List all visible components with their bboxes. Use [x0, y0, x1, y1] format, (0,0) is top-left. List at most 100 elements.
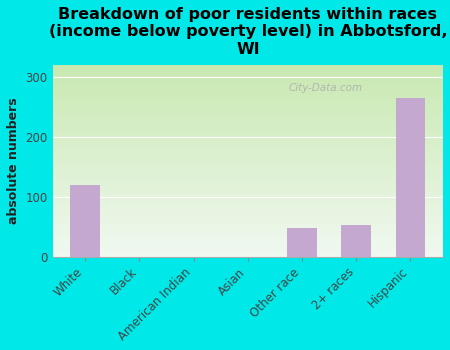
- Bar: [53, 164, 443, 166]
- Bar: [53, 174, 443, 175]
- Bar: [53, 191, 443, 193]
- Bar: [53, 248, 443, 249]
- Bar: [53, 139, 443, 140]
- Bar: [53, 199, 443, 200]
- Bar: [53, 114, 443, 115]
- Bar: [53, 168, 443, 169]
- Bar: [53, 144, 443, 145]
- Bar: [53, 184, 443, 185]
- Bar: [53, 182, 443, 183]
- Bar: [53, 154, 443, 155]
- Bar: [53, 230, 443, 231]
- Bar: [53, 74, 443, 75]
- Bar: [53, 102, 443, 103]
- Bar: [53, 221, 443, 222]
- Bar: [53, 148, 443, 149]
- Bar: [53, 249, 443, 250]
- Bar: [53, 94, 443, 96]
- Bar: [53, 140, 443, 141]
- Bar: [53, 145, 443, 146]
- Bar: [53, 216, 443, 217]
- Bar: [53, 238, 443, 239]
- Bar: [53, 119, 443, 120]
- Bar: [53, 234, 443, 236]
- Bar: [53, 240, 443, 241]
- Bar: [53, 237, 443, 238]
- Bar: [53, 84, 443, 85]
- Bar: [53, 252, 443, 253]
- Bar: [53, 160, 443, 161]
- Bar: [70, 185, 100, 257]
- Bar: [53, 219, 443, 220]
- Bar: [53, 66, 443, 67]
- Bar: [53, 190, 443, 191]
- Bar: [53, 129, 443, 130]
- Bar: [53, 107, 443, 108]
- Bar: [53, 185, 443, 186]
- Bar: [53, 151, 443, 152]
- Bar: [53, 244, 443, 245]
- Y-axis label: absolute numbers: absolute numbers: [7, 97, 20, 224]
- Bar: [53, 133, 443, 134]
- Bar: [53, 116, 443, 117]
- Bar: [53, 225, 443, 226]
- Bar: [53, 137, 443, 138]
- Bar: [53, 65, 443, 66]
- Bar: [53, 256, 443, 257]
- Bar: [53, 247, 443, 248]
- Bar: [53, 176, 443, 177]
- Bar: [53, 179, 443, 180]
- Bar: [53, 201, 443, 202]
- Bar: [53, 99, 443, 100]
- Bar: [53, 96, 443, 97]
- Bar: [53, 70, 443, 71]
- Bar: [53, 198, 443, 199]
- Bar: [53, 157, 443, 158]
- Bar: [53, 149, 443, 150]
- Text: City-Data.com: City-Data.com: [289, 83, 363, 93]
- Title: Breakdown of poor residents within races
(income below poverty level) in Abbotsf: Breakdown of poor residents within races…: [49, 7, 447, 57]
- Bar: [53, 253, 443, 254]
- Bar: [53, 162, 443, 163]
- Bar: [53, 232, 443, 233]
- Bar: [53, 218, 443, 219]
- Bar: [53, 210, 443, 211]
- Bar: [53, 124, 443, 125]
- Bar: [53, 189, 443, 190]
- Bar: [53, 110, 443, 111]
- Bar: [53, 236, 443, 237]
- Bar: [53, 115, 443, 116]
- Bar: [53, 150, 443, 151]
- Bar: [53, 195, 443, 196]
- Bar: [53, 81, 443, 82]
- Bar: [53, 128, 443, 129]
- Bar: [53, 246, 443, 247]
- Bar: [53, 161, 443, 162]
- Bar: [53, 193, 443, 194]
- Bar: [53, 79, 443, 80]
- Bar: [53, 156, 443, 157]
- Bar: [53, 197, 443, 198]
- Bar: [53, 85, 443, 86]
- Bar: [53, 202, 443, 203]
- Bar: [53, 175, 443, 176]
- Bar: [53, 103, 443, 104]
- Bar: [53, 152, 443, 153]
- Bar: [53, 126, 443, 127]
- Bar: [53, 136, 443, 137]
- Bar: [53, 155, 443, 156]
- Bar: [53, 142, 443, 144]
- Bar: [341, 225, 371, 257]
- Bar: [53, 106, 443, 107]
- Bar: [53, 163, 443, 164]
- Bar: [53, 203, 443, 204]
- Bar: [53, 93, 443, 94]
- Bar: [53, 181, 443, 182]
- Bar: [53, 171, 443, 172]
- Bar: [53, 188, 443, 189]
- Bar: [53, 77, 443, 78]
- Bar: [53, 104, 443, 105]
- Bar: [53, 88, 443, 89]
- Bar: [53, 82, 443, 83]
- Bar: [53, 224, 443, 225]
